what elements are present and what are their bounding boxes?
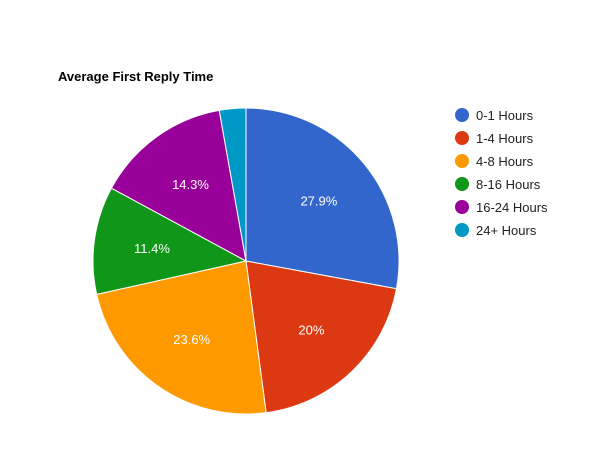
pie-slice-4-8-hours[interactable] xyxy=(96,260,267,415)
pie-slice-8-16-hours[interactable] xyxy=(92,187,248,295)
slice-label-16-24-hours: 14.3% xyxy=(172,177,209,192)
legend-swatch xyxy=(455,154,469,168)
slice-label-0-1-hours: 27.9% xyxy=(300,193,337,208)
legend-label: 24+ Hours xyxy=(476,223,537,238)
legend-item-4-8-hours[interactable]: 4-8 Hours xyxy=(455,154,534,169)
chart-title: Average First Reply Time xyxy=(58,69,213,84)
slice-label-1-4-hours: 20% xyxy=(298,323,324,338)
slice-label-4-8-hours: 23.6% xyxy=(173,332,210,347)
legend-swatch xyxy=(455,131,469,145)
legend-item-24plus-hours[interactable]: 24+ Hours xyxy=(455,223,537,238)
legend-label: 1-4 Hours xyxy=(476,131,534,146)
pie-slice-1-4-hours[interactable] xyxy=(245,260,398,414)
pie-slice-24plus-hours[interactable] xyxy=(218,107,247,262)
legend-label: 0-1 Hours xyxy=(476,108,534,123)
legend-item-0-1-hours[interactable]: 0-1 Hours xyxy=(455,108,534,123)
legend-swatch xyxy=(455,223,469,237)
legend-item-1-4-hours[interactable]: 1-4 Hours xyxy=(455,131,534,146)
legend-item-16-24-hours[interactable]: 16-24 Hours xyxy=(455,200,548,215)
legend-label: 4-8 Hours xyxy=(476,154,534,169)
legend-swatch xyxy=(455,108,469,122)
pie-slices xyxy=(92,107,400,415)
legend-label: 8-16 Hours xyxy=(476,177,541,192)
legend-swatch xyxy=(455,200,469,214)
legend-swatch xyxy=(455,177,469,191)
pie-slice-labels: 27.9% 20% 23.6% 11.4% 14.3% xyxy=(134,177,338,347)
legend-item-8-16-hours[interactable]: 8-16 Hours xyxy=(455,177,541,192)
slice-label-8-16-hours: 11.4% xyxy=(134,241,170,256)
pie-slice-16-24-hours[interactable] xyxy=(110,109,247,262)
chart-legend: 0-1 Hours 1-4 Hours 4-8 Hours 8-16 Hours 16-… xyxy=(455,108,548,238)
legend-label: 16-24 Hours xyxy=(476,200,548,215)
pie-slice-0-1-hours[interactable] xyxy=(245,107,400,290)
